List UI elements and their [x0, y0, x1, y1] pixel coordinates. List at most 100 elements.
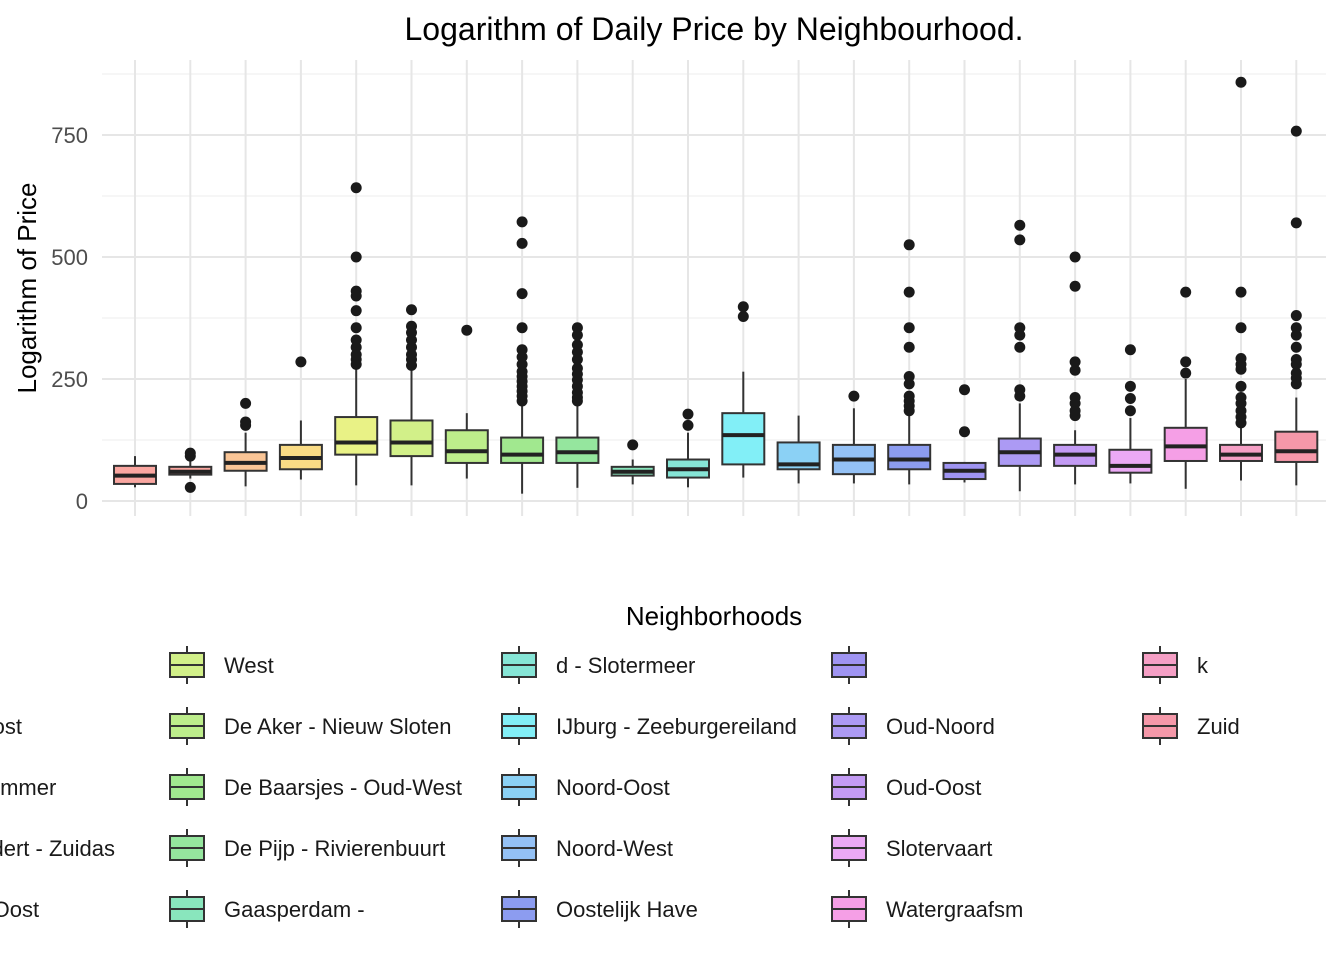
box-iqr: [500, 436, 545, 464]
outlier-point: [903, 341, 915, 353]
outlier-point: [1290, 341, 1302, 353]
outlier-point: [1014, 219, 1026, 231]
outlier-point: [1069, 251, 1081, 263]
legend-item: Oostelijk Have: [501, 890, 698, 928]
y-axis: 0 250 500 750: [51, 123, 88, 514]
outlier-point: [1290, 125, 1302, 137]
legend-label: Bos en Lommer: [0, 775, 56, 800]
y-axis-label: Logarithm of Price: [12, 183, 42, 394]
legend-label: Oud-Oost: [886, 775, 981, 800]
box-de-aker-nieuw-sloten: [444, 324, 489, 479]
outlier-point: [1235, 322, 1247, 334]
legend-item: De Baarsjes - Oud-West: [169, 768, 462, 806]
box-bos-en-lommer: [223, 397, 268, 487]
chart-title: Logarithm of Daily Price by Neighbourhoo…: [405, 11, 1024, 47]
outlier-point: [1124, 344, 1136, 356]
legend-item: IJburg - Zeeburgereiland: [501, 707, 797, 745]
box-centrum-west: [389, 304, 434, 486]
outlier-point: [1235, 380, 1247, 392]
legend-label: d - Slotermeer: [556, 653, 695, 678]
outlier-point: [1290, 353, 1302, 365]
outlier-point: [1290, 322, 1302, 334]
legend-item: Watergraafsm: [831, 890, 1023, 928]
box-centrum: [113, 456, 157, 488]
outlier-point: [627, 439, 639, 451]
outlier-point: [184, 481, 196, 493]
y-tick-label: 0: [76, 489, 88, 514]
legend-item: De Pijp - Rivierenbuurt: [169, 829, 445, 867]
outlier-point: [1069, 280, 1081, 292]
outlier-point: [959, 426, 970, 438]
box-iqr: [1108, 448, 1153, 474]
outlier-point: [516, 237, 528, 249]
legend-label: West: [224, 653, 274, 678]
outlier-point: [184, 447, 196, 459]
legend-label: k: [1197, 653, 1209, 678]
outlier-point: [682, 419, 694, 431]
outlier-point: [1290, 217, 1302, 229]
outlier-point: [1014, 384, 1026, 396]
box-noord-west: [831, 390, 876, 484]
outlier-point: [903, 390, 915, 402]
outlier-point: [1235, 286, 1247, 298]
outlier-point: [516, 216, 528, 228]
legend-item: Slotervaart: [831, 829, 992, 867]
box-gaasperdam-driemond: [610, 439, 655, 485]
box-slotervaart: [1108, 344, 1153, 484]
outlier-point: [737, 301, 749, 313]
outlier-point: [1290, 367, 1302, 379]
outlier-point: [1014, 322, 1026, 334]
legend-item: Gaasperdam -: [169, 890, 365, 928]
y-tick-label: 250: [51, 367, 88, 392]
legend-label: Noord-Oost: [556, 775, 670, 800]
legend-item: d - Slotermeer: [501, 646, 695, 684]
legend-label: Buitenveldert - Zuidas: [0, 836, 115, 861]
outlier-point: [1180, 286, 1192, 298]
box-de-baarsjes-oud-west: [500, 216, 545, 494]
outlier-point: [682, 408, 694, 420]
outlier-point: [571, 339, 583, 351]
outlier-point: [516, 344, 528, 356]
legend-label: Zuid: [1197, 714, 1240, 739]
outlier-point: [240, 416, 252, 428]
legend-label: Watergraafsm: [886, 897, 1023, 922]
legend-label: Noord-West: [556, 836, 673, 861]
outlier-point: [406, 320, 417, 332]
legend-item: Bijlmer-Oost: [0, 714, 22, 739]
outlier-point: [848, 390, 860, 402]
box-buitenveldert-zuidas: [278, 356, 323, 480]
y-tick-label: 500: [51, 245, 88, 270]
legend-label: Slotervaart: [886, 836, 992, 861]
y-tick-label: 750: [51, 123, 88, 148]
legend-label: Oud-Noord: [886, 714, 995, 739]
legend-label: Gaasperdam -: [224, 897, 365, 922]
outlier-point: [1124, 405, 1136, 417]
box-centrum-oost: [334, 182, 379, 486]
outlier-point: [571, 362, 583, 374]
outlier-point: [737, 311, 749, 323]
outlier-point: [571, 322, 583, 334]
box-westerpark: [1219, 76, 1263, 481]
box-iqr: [389, 419, 434, 458]
outlier-point: [406, 304, 417, 316]
box-iqr: [334, 416, 379, 456]
legend-label: De Pijp - Rivierenbuurt: [224, 836, 445, 861]
outlier-point: [350, 334, 362, 346]
legend-label: Centrum-Oost: [0, 897, 39, 922]
outlier-point: [350, 285, 362, 297]
outlier-point: [1180, 367, 1192, 379]
outlier-point: [240, 397, 252, 409]
outlier-point: [1124, 393, 1136, 405]
legend-label: Bijlmer-Oost: [0, 714, 22, 739]
legend-item: Centrum-Oost: [0, 897, 39, 922]
box-iqr: [887, 443, 932, 471]
legend-item: West: [169, 646, 274, 684]
box-geuzenveld-slotermeer: [666, 408, 710, 488]
legend-label: De Baarsjes - Oud-West: [224, 775, 462, 800]
outlier-point: [1069, 364, 1081, 376]
box-oud-noord: [997, 219, 1042, 492]
outlier-point: [461, 324, 473, 336]
boxes: [113, 76, 1319, 494]
